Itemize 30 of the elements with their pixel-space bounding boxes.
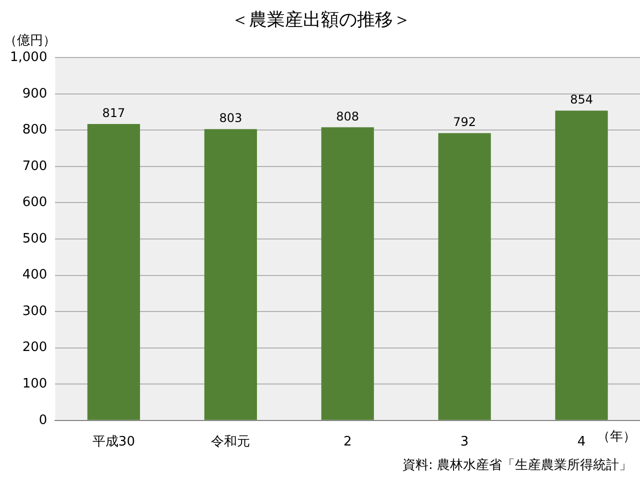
chart-title: ＜農業産出額の推移＞ xyxy=(231,9,411,30)
bar xyxy=(438,133,491,420)
y-axis-title: （億円） xyxy=(4,33,56,48)
bar xyxy=(321,127,374,420)
bar xyxy=(555,110,608,420)
y-tick-label: 700 xyxy=(22,158,48,174)
x-tick-label: 4 xyxy=(577,434,586,450)
data-label: 792 xyxy=(453,115,476,130)
y-tick-label: 200 xyxy=(22,340,48,356)
y-tick-label: 400 xyxy=(22,268,48,283)
data-label: 808 xyxy=(336,109,360,124)
data-label: 803 xyxy=(219,111,242,126)
x-tick-label: 2 xyxy=(343,434,352,450)
text: 資料: 農林水産省「生産農業所得統計」 xyxy=(402,457,632,474)
y-tick-label: 800 xyxy=(22,122,48,138)
y-tick-label: 900 xyxy=(22,86,48,102)
data-label: 854 xyxy=(570,92,593,107)
y-tick-label: 0 xyxy=(38,412,48,428)
bar xyxy=(204,129,257,420)
x-tick-label: 3 xyxy=(460,434,469,450)
y-tick-label: 500 xyxy=(22,231,48,246)
bar xyxy=(87,124,140,420)
y-tick-label: 1,000 xyxy=(10,50,48,65)
data-label: 817 xyxy=(102,106,126,120)
x-tick-label: 令和元 xyxy=(211,434,250,450)
y-tick-label: 300 xyxy=(22,304,48,319)
x-axis-title: （年） xyxy=(597,429,636,444)
y-tick-label: 600 xyxy=(22,195,48,210)
y-tick-label: 100 xyxy=(22,376,48,392)
x-tick-label: 平成30 xyxy=(92,434,135,450)
